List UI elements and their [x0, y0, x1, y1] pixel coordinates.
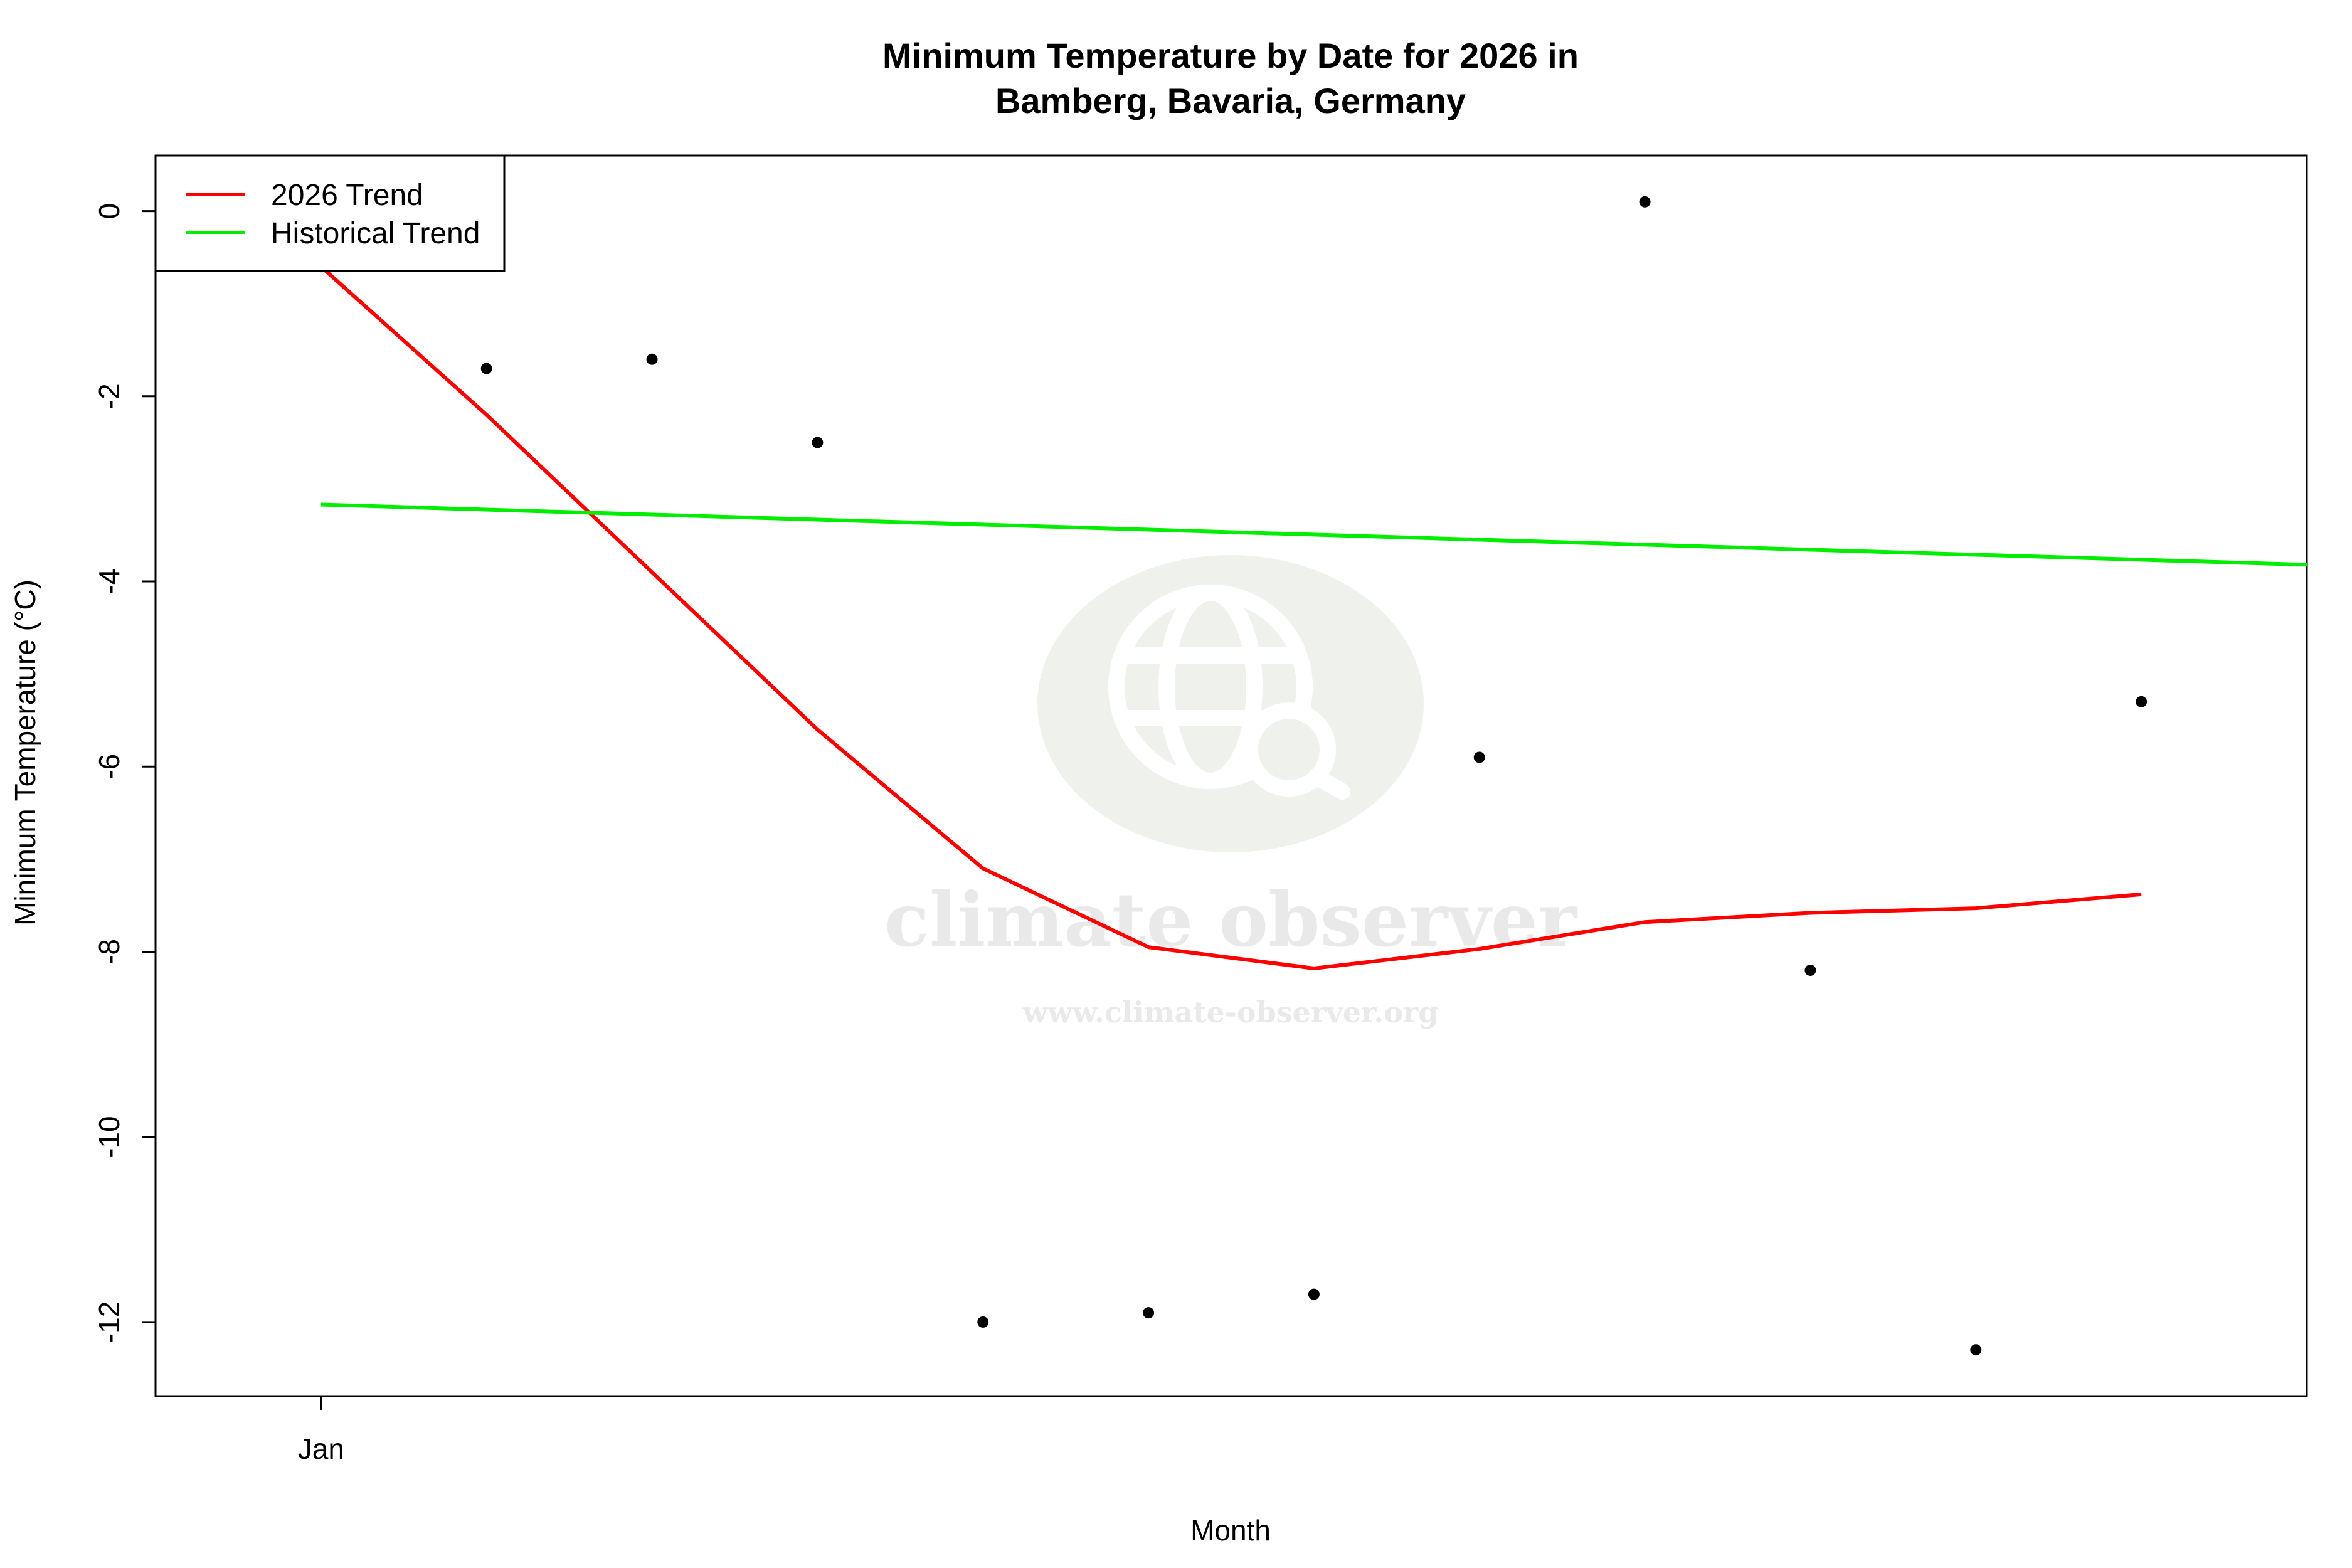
data-point	[1639, 196, 1651, 208]
legend-label-historical-trend: Historical Trend	[271, 217, 480, 250]
watermark-url: www.climate-observer.org	[1022, 995, 1439, 1029]
y-tick-label: -12	[93, 1301, 125, 1343]
y-axis-label: Minimum Temperature (°C)	[9, 580, 41, 926]
y-tick-label: -6	[93, 754, 125, 780]
y-tick-label: 0	[93, 203, 125, 220]
watermark: climate observer www.climate-observer.or…	[884, 555, 1578, 1029]
plot-frame	[154, 154, 2308, 1397]
y-tick-label: -2	[93, 383, 125, 409]
y-axis: 0 -2 -4 -6 -8 -10 -12	[93, 203, 156, 1343]
x-axis-label: Month	[1190, 1514, 1271, 1547]
data-point	[1473, 751, 1485, 763]
data-point	[1804, 964, 1816, 976]
data-point	[1308, 1288, 1320, 1300]
data-point	[2136, 696, 2148, 707]
series-line-2026-trend	[319, 265, 2142, 970]
data-point	[646, 353, 658, 365]
globe-search-icon	[1108, 585, 1350, 800]
x-axis: Jan	[298, 1396, 344, 1465]
y-tick-label: -10	[93, 1116, 125, 1157]
data-point	[812, 437, 824, 448]
x-tick-label: Jan	[298, 1433, 344, 1465]
y-tick-label: -8	[93, 939, 125, 965]
data-point	[1143, 1307, 1155, 1319]
series-layer	[319, 265, 2307, 970]
data-point	[480, 363, 492, 374]
watermark-brand: climate observer	[884, 876, 1578, 963]
series-line-historical-trend	[320, 502, 2307, 567]
legend: 2026 Trend Historical Trend	[154, 154, 506, 272]
legend-label-2026-trend: 2026 Trend	[271, 179, 423, 212]
legend-box	[154, 154, 506, 272]
chart-title-line-2: Bamberg, Bavaria, Germany	[995, 81, 1466, 120]
chart-title-line-1: Minimum Temperature by Date for 2026 in	[882, 36, 1579, 75]
data-point	[1970, 1344, 1982, 1356]
data-point	[977, 1316, 989, 1328]
y-tick-label: -4	[93, 569, 125, 595]
